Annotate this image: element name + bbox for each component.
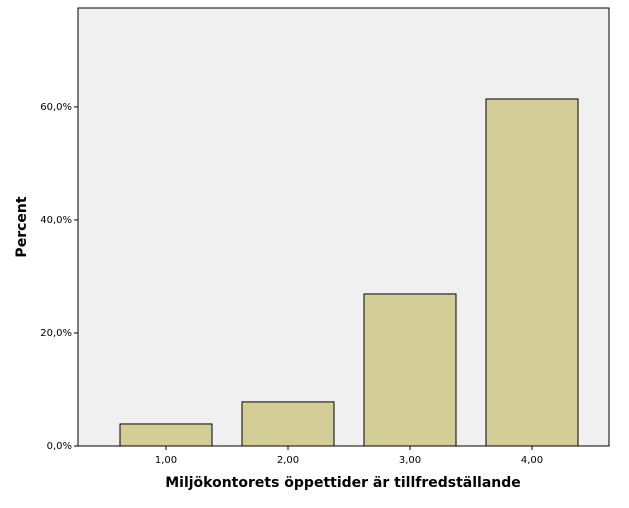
bar bbox=[363, 293, 457, 447]
x-axis-title: Miljökontorets öppettider är tillfredstä… bbox=[165, 475, 521, 491]
x-tick-label: 3,00 bbox=[399, 455, 421, 466]
y-tick-label: 20,0% bbox=[40, 328, 72, 339]
bar bbox=[485, 98, 579, 447]
x-tick-label: 2,00 bbox=[277, 455, 299, 466]
y-tick-label: 0,0% bbox=[47, 441, 72, 452]
bar bbox=[241, 401, 335, 447]
x-tick-label: 1,00 bbox=[155, 455, 177, 466]
y-axis-title: Percent bbox=[14, 196, 30, 257]
y-tick-label: 40,0% bbox=[40, 215, 72, 226]
x-tick-label: 4,00 bbox=[521, 455, 543, 466]
y-tick-label: 60,0% bbox=[40, 102, 72, 113]
bar bbox=[119, 423, 213, 447]
